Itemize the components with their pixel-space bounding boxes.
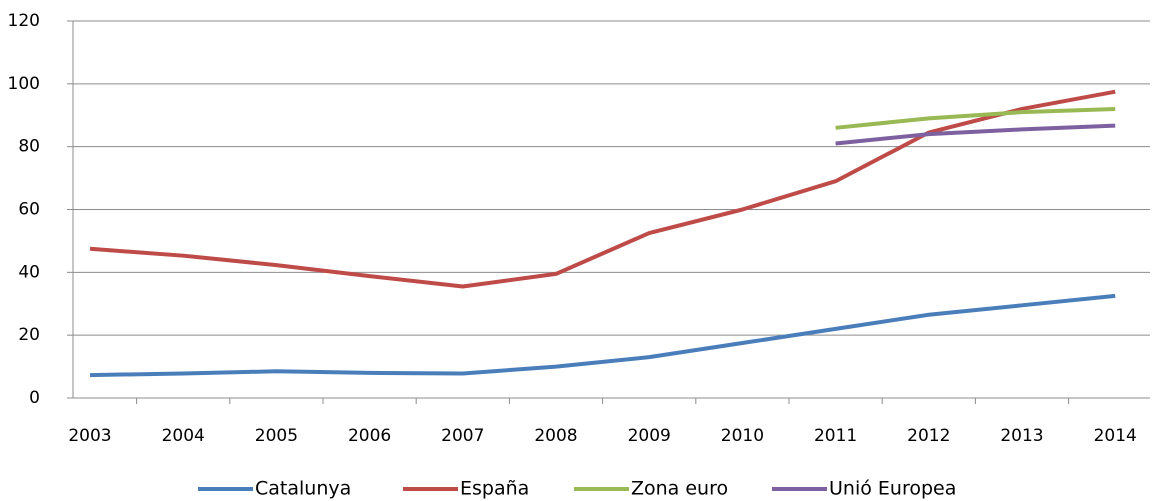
x-tick-label: 2005 [255, 426, 298, 446]
series-line [835, 106, 1116, 130]
legend-label: Unió Europea [829, 478, 956, 500]
x-tick-label: 2007 [441, 426, 484, 446]
x-tick-label: 2003 [68, 426, 111, 446]
x-tick-label: 2011 [814, 426, 857, 446]
y-tick-label: 0 [29, 388, 40, 408]
legend-label: Catalunya [255, 478, 351, 500]
series-line [89, 293, 1116, 378]
x-tick-label: 2008 [534, 426, 577, 446]
series-line [89, 89, 1116, 289]
x-tick-label: 2010 [721, 426, 764, 446]
y-tick-label: 20 [18, 325, 40, 345]
y-tick-label: 60 [18, 200, 40, 220]
y-tick-label: 120 [8, 11, 40, 31]
y-tick-label: 100 [8, 74, 40, 94]
y-tick-label: 80 [18, 137, 40, 157]
legend-label: España [460, 478, 529, 500]
x-tick-label: 2004 [162, 426, 205, 446]
x-tick-label: 2006 [348, 426, 391, 446]
x-tick-label: 2012 [907, 426, 950, 446]
x-tick-label: 2013 [1000, 426, 1043, 446]
legend-label: Zona euro [631, 478, 728, 500]
y-tick-label: 40 [18, 262, 40, 282]
x-tick-label: 2009 [628, 426, 671, 446]
series-line [835, 123, 1116, 146]
x-tick-label: 2014 [1094, 426, 1137, 446]
